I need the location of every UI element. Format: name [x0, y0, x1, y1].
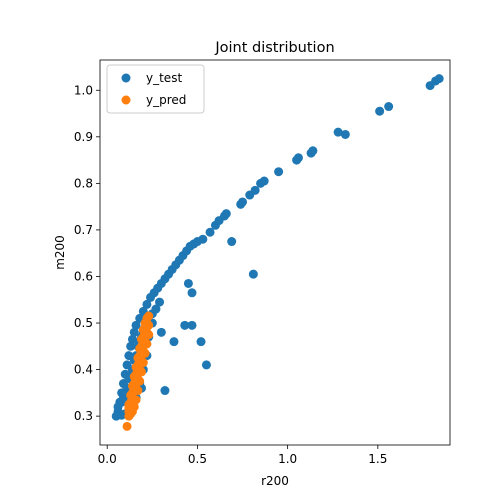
point-y-test-49 — [384, 102, 394, 112]
y-axis-ticks: 0.3 0.4 0.5 0.6 0.7 0.8 0.9 1.0 — [74, 83, 100, 423]
y-tick-label: 1.0 — [74, 83, 93, 97]
point-y-test-54 — [248, 269, 258, 279]
point-y-test-38 — [250, 185, 260, 195]
point-y-test-40 — [259, 176, 269, 186]
legend-label-y-pred: y_pred — [146, 93, 186, 107]
point-y-test-57 — [180, 320, 190, 330]
point-y-pred-44 — [140, 318, 150, 328]
x-tick-label: 1.0 — [278, 452, 297, 466]
legend: y_test y_pred — [106, 64, 205, 114]
point-y-test-36 — [238, 197, 248, 207]
point-y-pred-47 — [135, 365, 145, 375]
y-tick-label: 0.8 — [74, 176, 93, 190]
legend-box — [106, 64, 205, 114]
y-tick-label: 0.7 — [74, 223, 93, 237]
point-y-test-61 — [183, 278, 193, 288]
point-y-test-11 — [131, 320, 141, 330]
point-y-test-14 — [142, 299, 152, 309]
point-y-test-59 — [201, 360, 211, 370]
point-y-test-100 — [155, 297, 165, 307]
x-tick-label: 0.0 — [98, 452, 117, 466]
point-y-pred-53 — [136, 355, 146, 365]
chart-title: Joint distribution — [214, 40, 334, 56]
data-points — [111, 74, 444, 431]
point-y-test-56 — [187, 320, 197, 330]
y-tick-label: 0.9 — [74, 130, 93, 144]
point-y-pred-23 — [144, 311, 154, 321]
point-y-pred-0 — [122, 421, 132, 431]
point-y-pred-49 — [142, 327, 152, 337]
point-y-test-34 — [221, 209, 231, 219]
point-y-test-9 — [127, 334, 137, 344]
y-tick-label: 0.5 — [74, 316, 93, 330]
point-y-test-62 — [160, 386, 170, 396]
point-y-test-46 — [333, 127, 343, 137]
point-y-test-99 — [151, 304, 161, 314]
point-y-pred-54 — [140, 337, 150, 347]
point-y-test-53 — [227, 237, 237, 247]
point-y-test-30 — [205, 227, 215, 237]
point-y-pred-52 — [133, 374, 143, 384]
point-y-test-63 — [156, 327, 166, 337]
x-axis-ticks: 0.0 0.5 1.0 1.5 — [98, 445, 387, 466]
point-y-pred-36 — [126, 390, 136, 400]
point-y-test-47 — [340, 129, 350, 139]
point-y-test-52 — [434, 74, 444, 84]
legend-marker-y-pred — [121, 95, 131, 105]
point-y-test-41 — [274, 167, 284, 177]
point-y-test-74 — [115, 409, 125, 419]
legend-label-y-test: y_test — [146, 71, 182, 85]
point-y-test-29 — [198, 234, 208, 244]
y-axis-label: m200 — [53, 235, 67, 270]
point-y-test-43 — [293, 153, 303, 163]
y-tick-label: 0.4 — [74, 363, 93, 377]
point-y-test-48 — [375, 106, 385, 116]
point-y-test-55 — [187, 288, 197, 298]
x-tick-label: 1.5 — [368, 452, 387, 466]
y-tick-label: 0.6 — [74, 269, 93, 283]
point-y-test-8 — [126, 341, 136, 351]
point-y-pred-51 — [127, 397, 137, 407]
point-y-test-60 — [169, 337, 179, 347]
point-y-test-45 — [308, 146, 318, 156]
point-y-pred-48 — [138, 346, 148, 356]
plot-frame — [99, 59, 451, 446]
x-axis-label: r200 — [261, 474, 289, 488]
x-tick-label: 0.5 — [188, 452, 207, 466]
point-y-pred-46 — [131, 383, 141, 393]
y-tick-label: 0.3 — [74, 409, 93, 423]
point-y-test-10 — [129, 327, 139, 337]
legend-marker-y-test — [121, 73, 131, 83]
point-y-test-58 — [196, 337, 206, 347]
